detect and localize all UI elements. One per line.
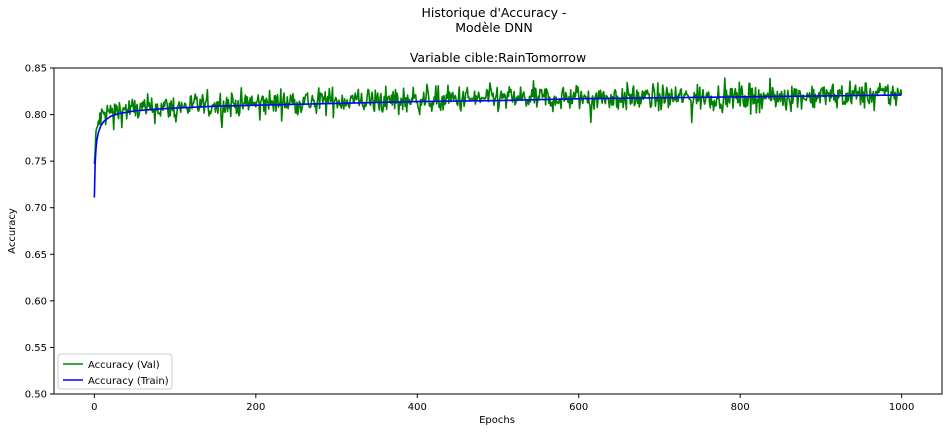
y-axis-ticks: 0.50 0.55 0.60 0.65 0.70 0.75 0.80 0.85	[25, 64, 54, 401]
x-tick-label: 1000	[889, 402, 914, 413]
suptitle-line-1: Historique d'Accuracy -	[422, 5, 567, 20]
y-tick-label: 0.70	[25, 203, 47, 214]
x-axis-label: Epochs	[479, 415, 515, 426]
y-axis-label: Accuracy	[7, 208, 18, 254]
x-axis-ticks: 0 200 400 600 800 1000	[91, 394, 914, 413]
y-tick-label: 0.80	[25, 110, 47, 121]
x-tick-label: 200	[246, 402, 265, 413]
y-tick-label: 0.60	[25, 296, 47, 307]
y-tick-label: 0.85	[25, 64, 47, 75]
legend-box	[57, 353, 173, 390]
y-tick-label: 0.50	[25, 390, 47, 401]
y-tick-label: 0.55	[25, 343, 47, 354]
series-layer	[93, 77, 903, 198]
series-line-val	[93, 77, 903, 164]
x-tick-label: 600	[569, 402, 588, 413]
y-tick-label: 0.75	[25, 157, 47, 168]
legend: Accuracy (Val) Accuracy (Train)	[57, 353, 173, 390]
legend-label-val: Accuracy (Val)	[88, 360, 160, 371]
axes-frame	[53, 67, 943, 395]
suptitle-line-2: Modèle DNN	[455, 20, 533, 35]
plot-area: 0 200 400 600 800 1000 0.500.550.600.650.700.…	[25, 64, 943, 413]
chart-title: Variable cible:RainTomorrow	[410, 50, 586, 65]
y-tick-label: 0.65	[25, 250, 47, 261]
legend-label-train: Accuracy (Train)	[88, 376, 169, 387]
x-tick-label: 400	[408, 402, 427, 413]
x-tick-label: 800	[731, 402, 750, 413]
series-line-train	[93, 94, 902, 198]
x-tick-label: 0	[91, 402, 97, 413]
